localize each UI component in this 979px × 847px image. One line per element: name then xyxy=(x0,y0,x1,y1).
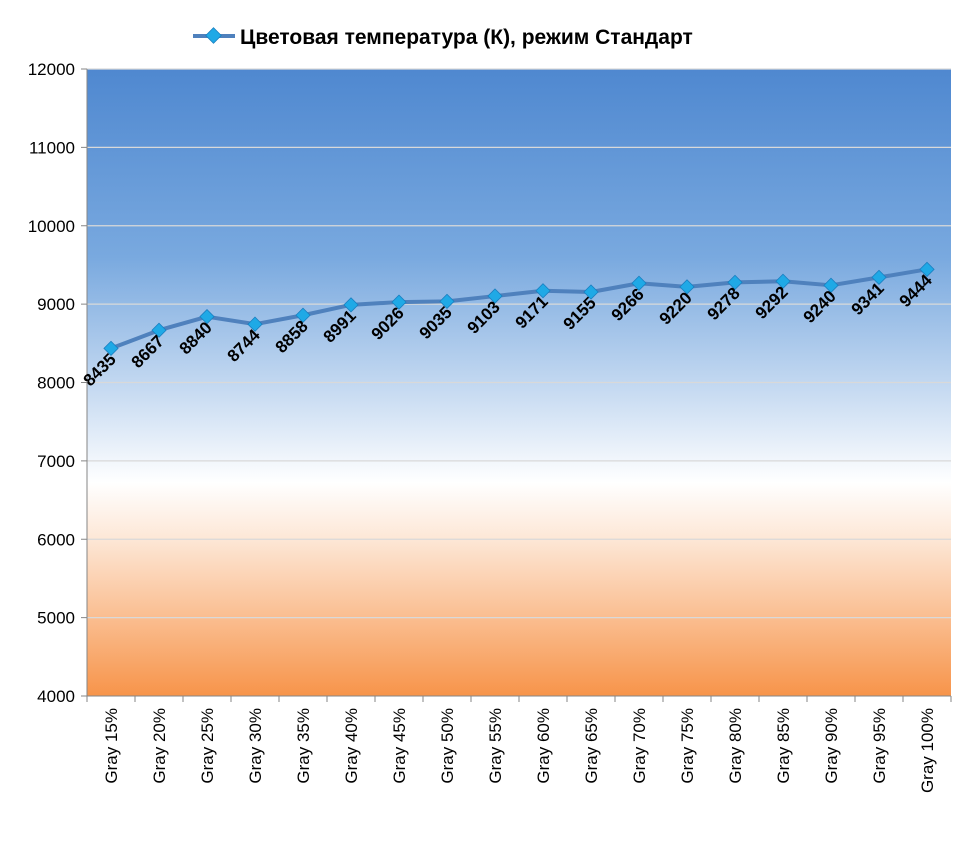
x-tick-label: Gray 30% xyxy=(246,708,265,784)
data-point-marker xyxy=(535,283,551,299)
legend: Цветовая температура (К), режим Стандарт xyxy=(193,26,693,49)
y-axis: 4000 5000 6000 7000 8000 9000 10000 11000 12000 xyxy=(28,60,88,706)
data-point-marker xyxy=(727,274,743,290)
series-line xyxy=(103,261,935,357)
data-point-marker xyxy=(871,269,887,286)
data-point-marker xyxy=(103,340,119,357)
y-tick-label: 5000 xyxy=(37,609,75,628)
y-tick-label: 12000 xyxy=(28,60,75,79)
x-tick-label: Gray 65% xyxy=(582,708,601,784)
x-tick-label: Gray 80% xyxy=(726,708,745,784)
x-tick-label: Gray 15% xyxy=(102,708,121,784)
y-tick-label: 8000 xyxy=(37,374,75,393)
legend-marker-icon xyxy=(205,27,222,44)
data-point-marker xyxy=(823,277,839,293)
y-tick-label: 10000 xyxy=(28,217,75,236)
x-tick-label: Gray 100% xyxy=(918,708,937,793)
data-point-marker xyxy=(439,293,455,310)
series-line-path xyxy=(110,267,928,351)
x-tick-label: Gray 85% xyxy=(774,708,793,784)
data-point-marker xyxy=(775,273,791,289)
data-point-marker xyxy=(199,309,215,325)
data-point-marker xyxy=(151,322,167,338)
legend-label: Цветовая температура (К), режим Стандарт xyxy=(240,26,693,49)
data-point-marker xyxy=(247,316,263,332)
gridlines xyxy=(87,68,951,619)
data-point-marker xyxy=(343,297,359,313)
x-tick-label: Gray 40% xyxy=(342,708,361,784)
x-tick-label: Gray 75% xyxy=(678,708,697,784)
data-point-marker xyxy=(631,275,647,291)
x-tick-label: Gray 95% xyxy=(870,708,889,784)
x-tick-label: Gray 60% xyxy=(534,708,553,784)
x-tick-label: Gray 70% xyxy=(630,708,649,784)
data-point-marker xyxy=(679,279,695,295)
y-tick-label: 7000 xyxy=(37,452,75,471)
data-point-marker xyxy=(295,307,311,323)
x-tick-label: Gray 55% xyxy=(486,708,505,784)
x-tick-label: Gray 25% xyxy=(198,708,217,784)
data-point-marker xyxy=(487,288,503,304)
data-point-marker xyxy=(919,261,935,277)
y-tick-label: 11000 xyxy=(29,138,75,157)
x-axis: Gray 15% Gray 20% Gray 25% Gray 30% Gray 35%… xyxy=(86,695,952,793)
y-tick-label: 9000 xyxy=(37,295,75,314)
data-point-marker xyxy=(391,294,407,310)
x-tick-label: Gray 50% xyxy=(438,708,457,784)
y-tick-label: 6000 xyxy=(37,530,75,549)
y-tick-label: 4000 xyxy=(37,687,75,706)
x-tick-label: Gray 35% xyxy=(294,708,313,784)
x-tick-label: Gray 90% xyxy=(822,708,841,784)
x-tick-label: Gray 20% xyxy=(150,708,169,784)
x-tick-label: Gray 45% xyxy=(390,708,409,784)
data-point-marker xyxy=(583,284,599,300)
